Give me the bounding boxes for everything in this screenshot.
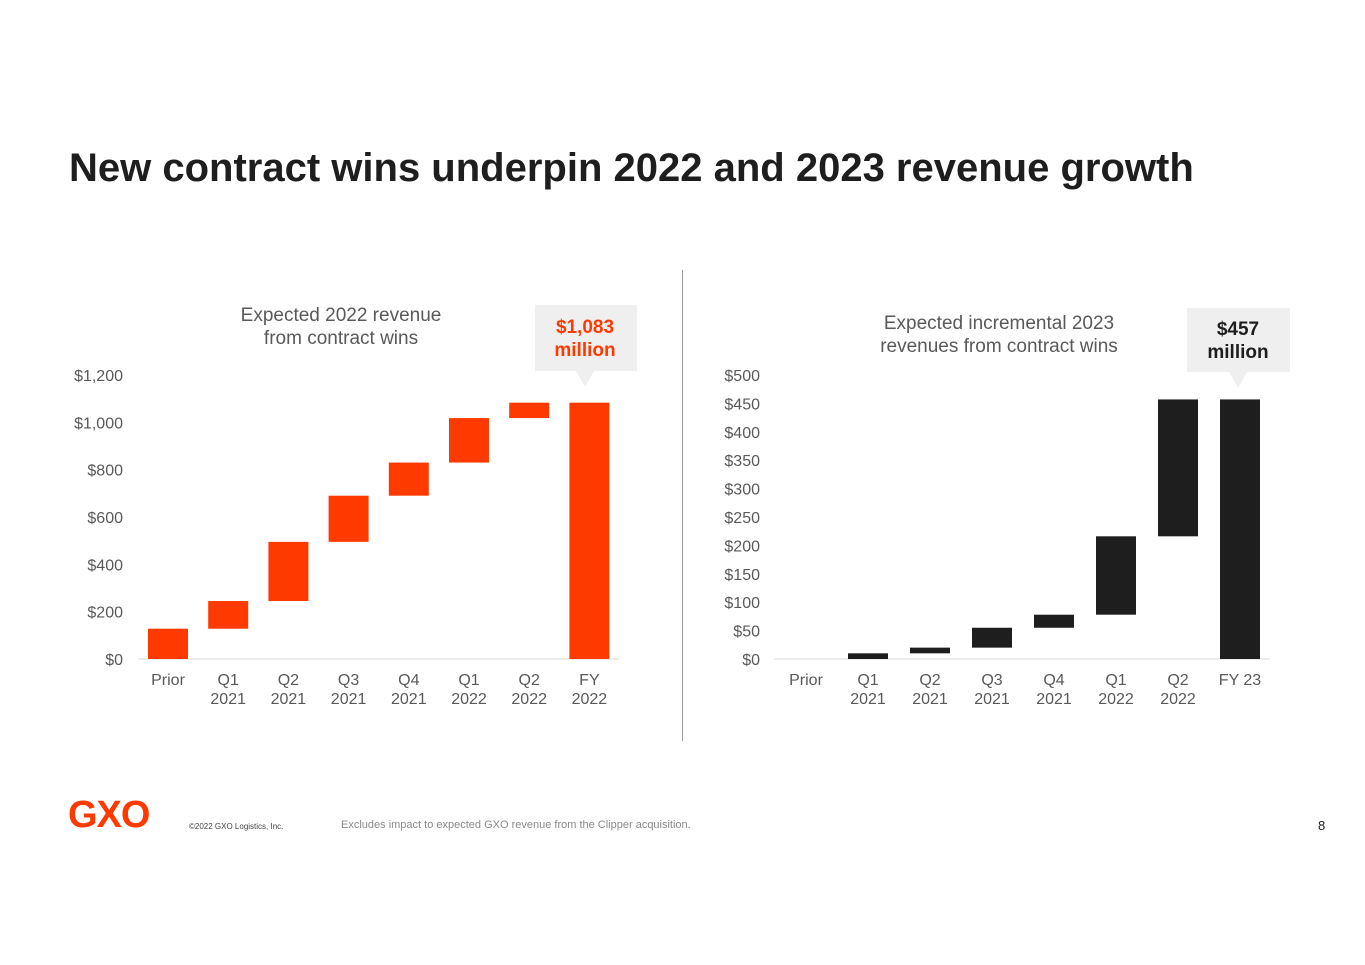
slide-title: New contract wins underpin 2022 and 2023… <box>69 146 1194 190</box>
y-tick-label: $0 <box>742 652 760 669</box>
x-tick-label: Prior <box>789 672 823 689</box>
x-tick-label: Q1 2021 <box>850 672 886 708</box>
y-tick-label: $50 <box>733 624 760 641</box>
page-number: 8 <box>1318 818 1326 833</box>
y-tick-label: $1,000 <box>74 415 123 432</box>
x-tick-label: FY 2022 <box>572 672 608 708</box>
bar <box>848 653 888 659</box>
x-tick-label: Prior <box>151 672 185 689</box>
bar <box>388 462 429 496</box>
callout-box <box>1187 308 1290 372</box>
x-tick-label: Q1 2022 <box>451 672 487 708</box>
bar <box>148 628 188 659</box>
copyright-notice: ©2022 GXO Logistics, Inc. <box>189 822 284 831</box>
bar <box>1158 399 1198 537</box>
bar <box>449 418 489 463</box>
x-tick-label: Q2 2021 <box>912 672 948 708</box>
x-tick-label: Q1 2021 <box>210 672 246 708</box>
y-tick-label: $250 <box>724 510 760 527</box>
bar <box>509 402 550 419</box>
bar <box>1220 399 1260 659</box>
y-tick-label: $450 <box>724 396 760 413</box>
callout-box <box>535 305 637 371</box>
y-tick-label: $800 <box>87 463 123 480</box>
bar <box>1096 536 1136 615</box>
y-tick-label: $500 <box>724 368 760 385</box>
gxo-logo: GXO <box>68 794 150 836</box>
x-tick-label: Q3 2021 <box>974 672 1010 708</box>
y-tick-label: $100 <box>724 595 760 612</box>
callout-value: $457 million <box>1207 319 1268 363</box>
y-tick-label: $200 <box>724 538 760 555</box>
y-tick-label: $150 <box>724 567 760 584</box>
bar <box>268 541 309 602</box>
y-tick-label: $400 <box>724 425 760 442</box>
y-tick-label: $200 <box>87 605 123 622</box>
x-tick-label: Q2 2021 <box>271 672 307 708</box>
y-tick-label: $0 <box>105 652 123 669</box>
bar <box>972 627 1012 648</box>
y-tick-label: $350 <box>724 453 760 470</box>
y-tick-label: $600 <box>87 510 123 527</box>
bar <box>569 402 610 659</box>
bar <box>910 647 950 654</box>
callout-pointer <box>1229 372 1247 388</box>
bar <box>1034 614 1074 628</box>
x-tick-label: Q3 2021 <box>331 672 367 708</box>
x-tick-label: Q1 2022 <box>1098 672 1134 708</box>
callout-value: $1,083 million <box>554 317 615 361</box>
chart-divider <box>682 270 683 741</box>
bar <box>328 495 369 542</box>
chart-title: Expected incremental 2023 revenues from c… <box>880 313 1118 357</box>
bar <box>208 601 249 629</box>
x-tick-label: Q4 2021 <box>391 672 427 708</box>
x-tick-label: Q4 2021 <box>1036 672 1072 708</box>
callout-pointer <box>576 371 594 387</box>
x-tick-label: Q2 2022 <box>1160 672 1196 708</box>
x-tick-label: FY 23 <box>1219 672 1262 689</box>
y-tick-label: $1,200 <box>74 368 123 385</box>
chart-title: Expected 2022 revenue from contract wins <box>241 305 442 349</box>
x-tick-label: Q2 2022 <box>511 672 547 708</box>
y-tick-label: $300 <box>724 482 760 499</box>
y-tick-label: $400 <box>87 557 123 574</box>
footnote: Excludes impact to expected GXO revenue … <box>341 819 691 831</box>
